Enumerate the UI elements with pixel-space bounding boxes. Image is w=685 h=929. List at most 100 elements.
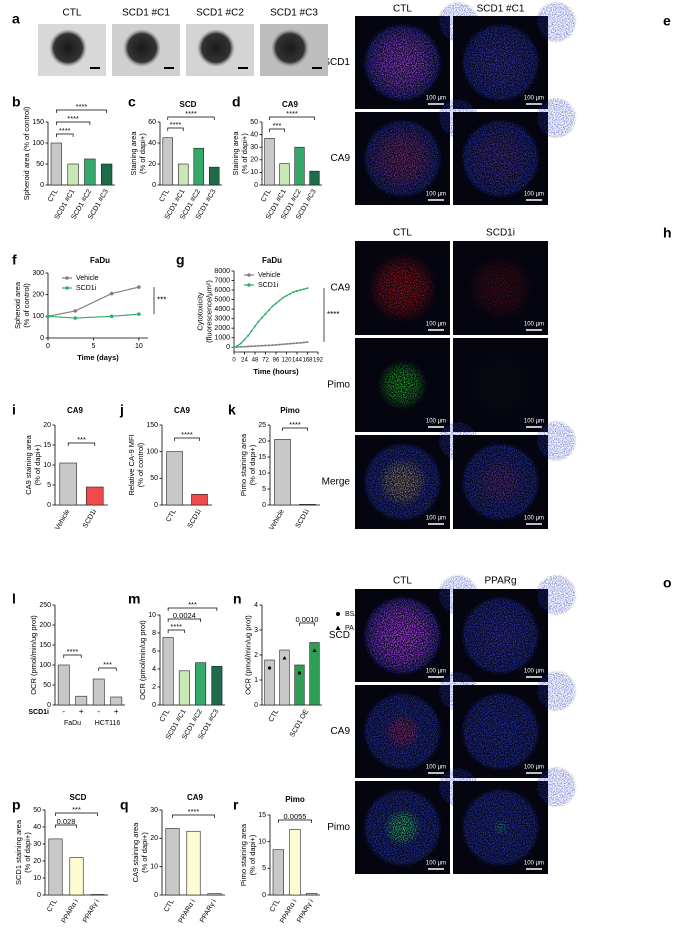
bar	[59, 462, 78, 506]
point	[306, 340, 309, 343]
x-tick-label: 5	[92, 343, 96, 350]
y-axis-label: CA9 staining area	[131, 822, 140, 882]
bar	[177, 163, 189, 186]
significance-label: ****	[181, 430, 193, 439]
bar	[279, 163, 290, 186]
legend-marker	[247, 283, 251, 287]
stain-signal	[467, 125, 534, 192]
significance-bracket	[167, 116, 215, 120]
column-label: PPARg	[484, 576, 516, 587]
y-tick-label: 20	[258, 438, 266, 445]
y-tick-label: 10	[33, 875, 41, 882]
x-tick-label: HCT116	[95, 720, 121, 727]
x-tick-label: PPARα i	[178, 898, 197, 924]
significance-bracket	[56, 109, 107, 113]
significance-label: ****	[170, 622, 182, 631]
spheroid	[197, 29, 235, 67]
y-axis-label: (% of dapi+)	[33, 444, 42, 485]
y-tick-label: 0	[47, 702, 51, 709]
column-label: SCD1 #C3	[270, 8, 318, 19]
point	[278, 343, 281, 346]
y-tick-label: 15	[43, 442, 51, 449]
y-tick-label: 0	[254, 702, 258, 709]
point	[137, 285, 141, 289]
scale-label: 100 µm	[426, 322, 446, 328]
significance-label: 0.0055	[284, 812, 307, 821]
y-tick-label: 30	[33, 841, 41, 848]
scale-label: 100 µm	[426, 96, 446, 102]
significance-label: ****	[76, 102, 88, 111]
spheroid	[123, 29, 161, 67]
point	[285, 294, 288, 297]
panel-letter: b	[12, 94, 21, 110]
y-tick-label: 250	[39, 602, 51, 609]
stain-signal	[366, 252, 439, 324]
scale-label: 100 µm	[524, 669, 544, 675]
y-tick-label: 50	[250, 119, 258, 126]
scale-label: 100 µm	[524, 861, 544, 867]
significance-label: ***	[72, 805, 81, 814]
y-axis-label: (% of dapi+)	[248, 834, 257, 875]
point	[303, 341, 305, 344]
significance-label: ****	[289, 420, 301, 429]
scale-label: 100 µm	[524, 96, 544, 102]
legend-label: Vehicle	[76, 275, 99, 282]
significance-bracket	[167, 618, 201, 622]
bar	[67, 163, 79, 186]
point	[261, 316, 263, 319]
panel-letter: a	[12, 11, 20, 27]
y-tick-label: 8000	[214, 268, 230, 275]
y-tick-label: 150	[146, 422, 158, 429]
y-tick-label: 3	[254, 627, 258, 634]
y-tick-label: 6000	[214, 287, 230, 294]
legend-marker	[65, 286, 69, 290]
point	[264, 344, 267, 347]
y-tick-label: 30	[150, 807, 158, 814]
column-label: CTL	[393, 4, 412, 15]
y-tick-label: 6	[152, 648, 156, 655]
point	[240, 342, 242, 345]
stain-signal	[362, 595, 443, 676]
point	[73, 309, 78, 313]
column-label: CTL	[63, 8, 82, 19]
point	[275, 343, 277, 346]
y-axis-label: (% of dapi+)	[138, 133, 147, 174]
significance-label: ****	[188, 807, 200, 816]
bar	[50, 142, 63, 186]
stain-signal	[492, 819, 509, 836]
row-label: SCD	[329, 630, 350, 641]
y-tick-label: 0	[40, 182, 44, 189]
point	[247, 345, 249, 348]
y-tick-label: 150	[39, 642, 51, 649]
point	[261, 344, 263, 347]
y-tick-label: 100	[32, 313, 44, 320]
scale-label: 100 µm	[524, 322, 544, 328]
y-axis-label: Staining area	[129, 131, 138, 176]
bar	[294, 146, 305, 186]
y-tick-label: 5	[262, 486, 266, 493]
significance-label: ****	[327, 310, 339, 319]
panel-letter: g	[176, 252, 185, 268]
bar	[309, 642, 320, 706]
y-axis-label: (% of dapi+)	[140, 832, 149, 873]
stain-signal	[369, 125, 436, 192]
panel-letter: h	[663, 225, 672, 241]
chart-title: Pimo	[285, 795, 305, 804]
panel-letter: p	[12, 797, 21, 813]
point	[247, 334, 249, 337]
y-tick-label: 15	[258, 454, 266, 461]
x-tick-label: PPARγ i	[199, 898, 218, 924]
point	[282, 343, 284, 346]
stain-signal	[377, 456, 428, 508]
y-tick-label: 4000	[214, 306, 230, 313]
column-label: SCD1 #C2	[196, 8, 244, 19]
x-tick-label: CTL	[47, 188, 60, 203]
y-tick-label: 20	[150, 835, 158, 842]
series-line	[47, 313, 139, 319]
y-tick-label: 8	[152, 630, 156, 637]
dapi-signal	[535, 97, 577, 139]
bar	[165, 828, 180, 896]
x-tick-label: 24	[241, 358, 248, 364]
point	[292, 290, 295, 293]
